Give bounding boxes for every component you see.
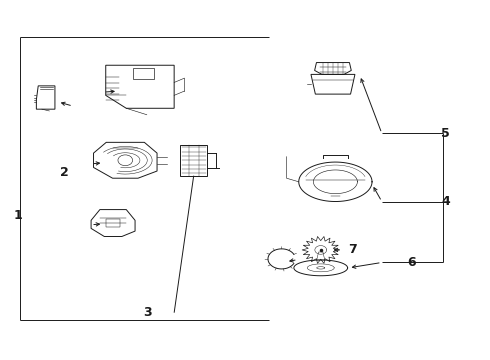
Text: 6: 6 <box>407 256 416 269</box>
Bar <box>180 145 207 176</box>
Text: 7: 7 <box>348 243 357 256</box>
Text: 2: 2 <box>60 166 69 179</box>
Bar <box>133 68 154 79</box>
Bar <box>106 219 120 227</box>
Text: 1: 1 <box>13 210 22 222</box>
Text: 5: 5 <box>441 127 450 140</box>
Text: 4: 4 <box>441 195 450 208</box>
Text: 3: 3 <box>143 306 151 319</box>
